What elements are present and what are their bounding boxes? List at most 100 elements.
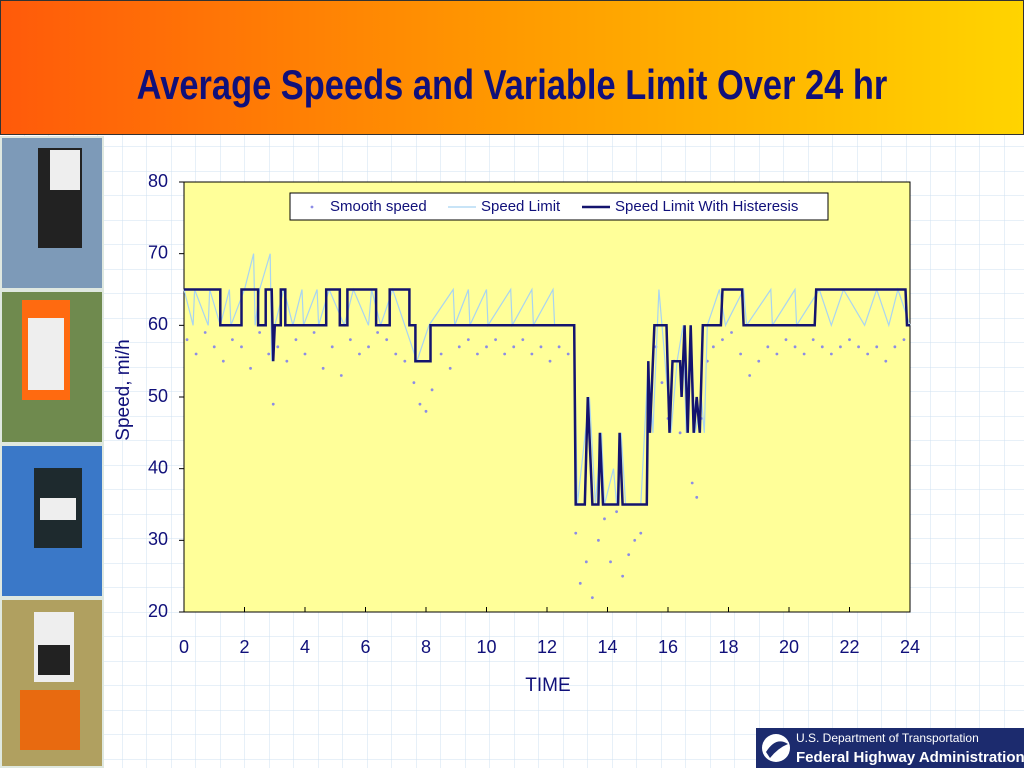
data-point [339,374,343,377]
data-point [639,531,643,535]
legend-marker [310,205,314,209]
data-point [678,431,682,435]
y-tick-label: 70 [148,242,168,262]
y-tick-label: 60 [148,314,168,334]
x-tick-label: 12 [537,637,557,657]
data-point [430,388,434,392]
data-point [503,352,507,356]
data-point [321,366,325,370]
legend-label: Speed Limit With Histeresis [615,198,798,215]
data-point [578,581,582,585]
data-point [418,402,422,406]
data-point [633,538,637,542]
data-point [866,352,870,356]
data-point [258,331,262,334]
chart-title: Average Speeds and Variable Limit Over 2… [137,62,888,109]
data-point [721,338,724,342]
data-point [848,338,851,342]
data-point [276,345,280,349]
data-point [609,560,612,564]
x-axis-label: TIME [525,675,570,696]
data-point [212,345,216,349]
data-point [539,345,543,349]
y-tick-label: 30 [148,529,168,549]
data-point [530,352,534,356]
data-point [285,359,289,363]
data-point [448,366,452,370]
data-point [548,359,552,363]
photo-strip [0,136,104,768]
x-tick-label: 0 [179,637,189,657]
data-point [424,409,428,413]
series-line [184,288,910,506]
x-tick-label: 10 [476,637,496,657]
data-point [312,331,316,334]
x-tick-label: 16 [658,637,678,657]
data-point [695,495,699,499]
legend-label: Speed Limit [481,198,561,215]
data-point [590,596,594,600]
data-point [597,538,600,542]
data-point [566,352,570,356]
x-tick-label: 4 [300,637,310,657]
y-tick-label: 50 [148,386,168,406]
y-tick-label: 20 [148,601,168,621]
data-point [748,374,752,377]
legend-label: Smooth speed [330,198,427,215]
data-point [829,352,833,356]
data-point [512,345,516,349]
data-point [839,345,842,349]
x-tick-label: 14 [597,637,617,657]
x-tick-label: 20 [779,637,799,657]
data-point [739,352,742,356]
data-point [603,517,606,521]
data-point [615,510,618,514]
y-tick-label: 40 [148,457,168,477]
data-point [358,352,361,356]
data-point [802,352,806,356]
y-axis-label: Speed, mi/h [113,339,134,440]
data-point [766,345,770,349]
data-point [394,352,398,356]
x-tick-label: 2 [239,637,249,657]
data-point [271,402,275,406]
x-tick-label: 8 [421,637,431,657]
data-point [231,338,234,342]
data-point [757,359,761,363]
data-point [303,352,307,356]
x-tick-label: 18 [718,637,738,657]
data-point [485,345,488,349]
x-tick-label: 22 [839,637,859,657]
data-point [267,352,271,356]
data-point [820,345,824,349]
data-point [439,352,443,356]
data-point [367,345,370,349]
data-point [221,359,225,363]
data-point [711,345,715,349]
data-point [627,553,631,557]
data-point [811,338,815,342]
x-tick-label: 6 [360,637,370,657]
data-point [294,338,298,342]
data-point [240,345,243,349]
logo-swoosh [766,741,788,758]
data-point [476,352,479,356]
data-point [466,338,470,342]
data-point [203,331,207,334]
data-point [403,359,407,363]
data-point [412,381,416,385]
data-point [574,531,578,535]
data-point [457,345,461,349]
y-tick-label: 80 [148,171,168,191]
data-point [249,366,252,370]
footer-line2: Federal Highway Administration [796,749,1024,766]
data-point [521,338,525,342]
data-point [330,345,334,349]
legend [289,192,829,221]
x-tick-label: 24 [900,637,920,657]
data-point [584,560,588,564]
data-point [557,345,561,349]
footer-line1: U.S. Department of Transportation [796,731,979,745]
